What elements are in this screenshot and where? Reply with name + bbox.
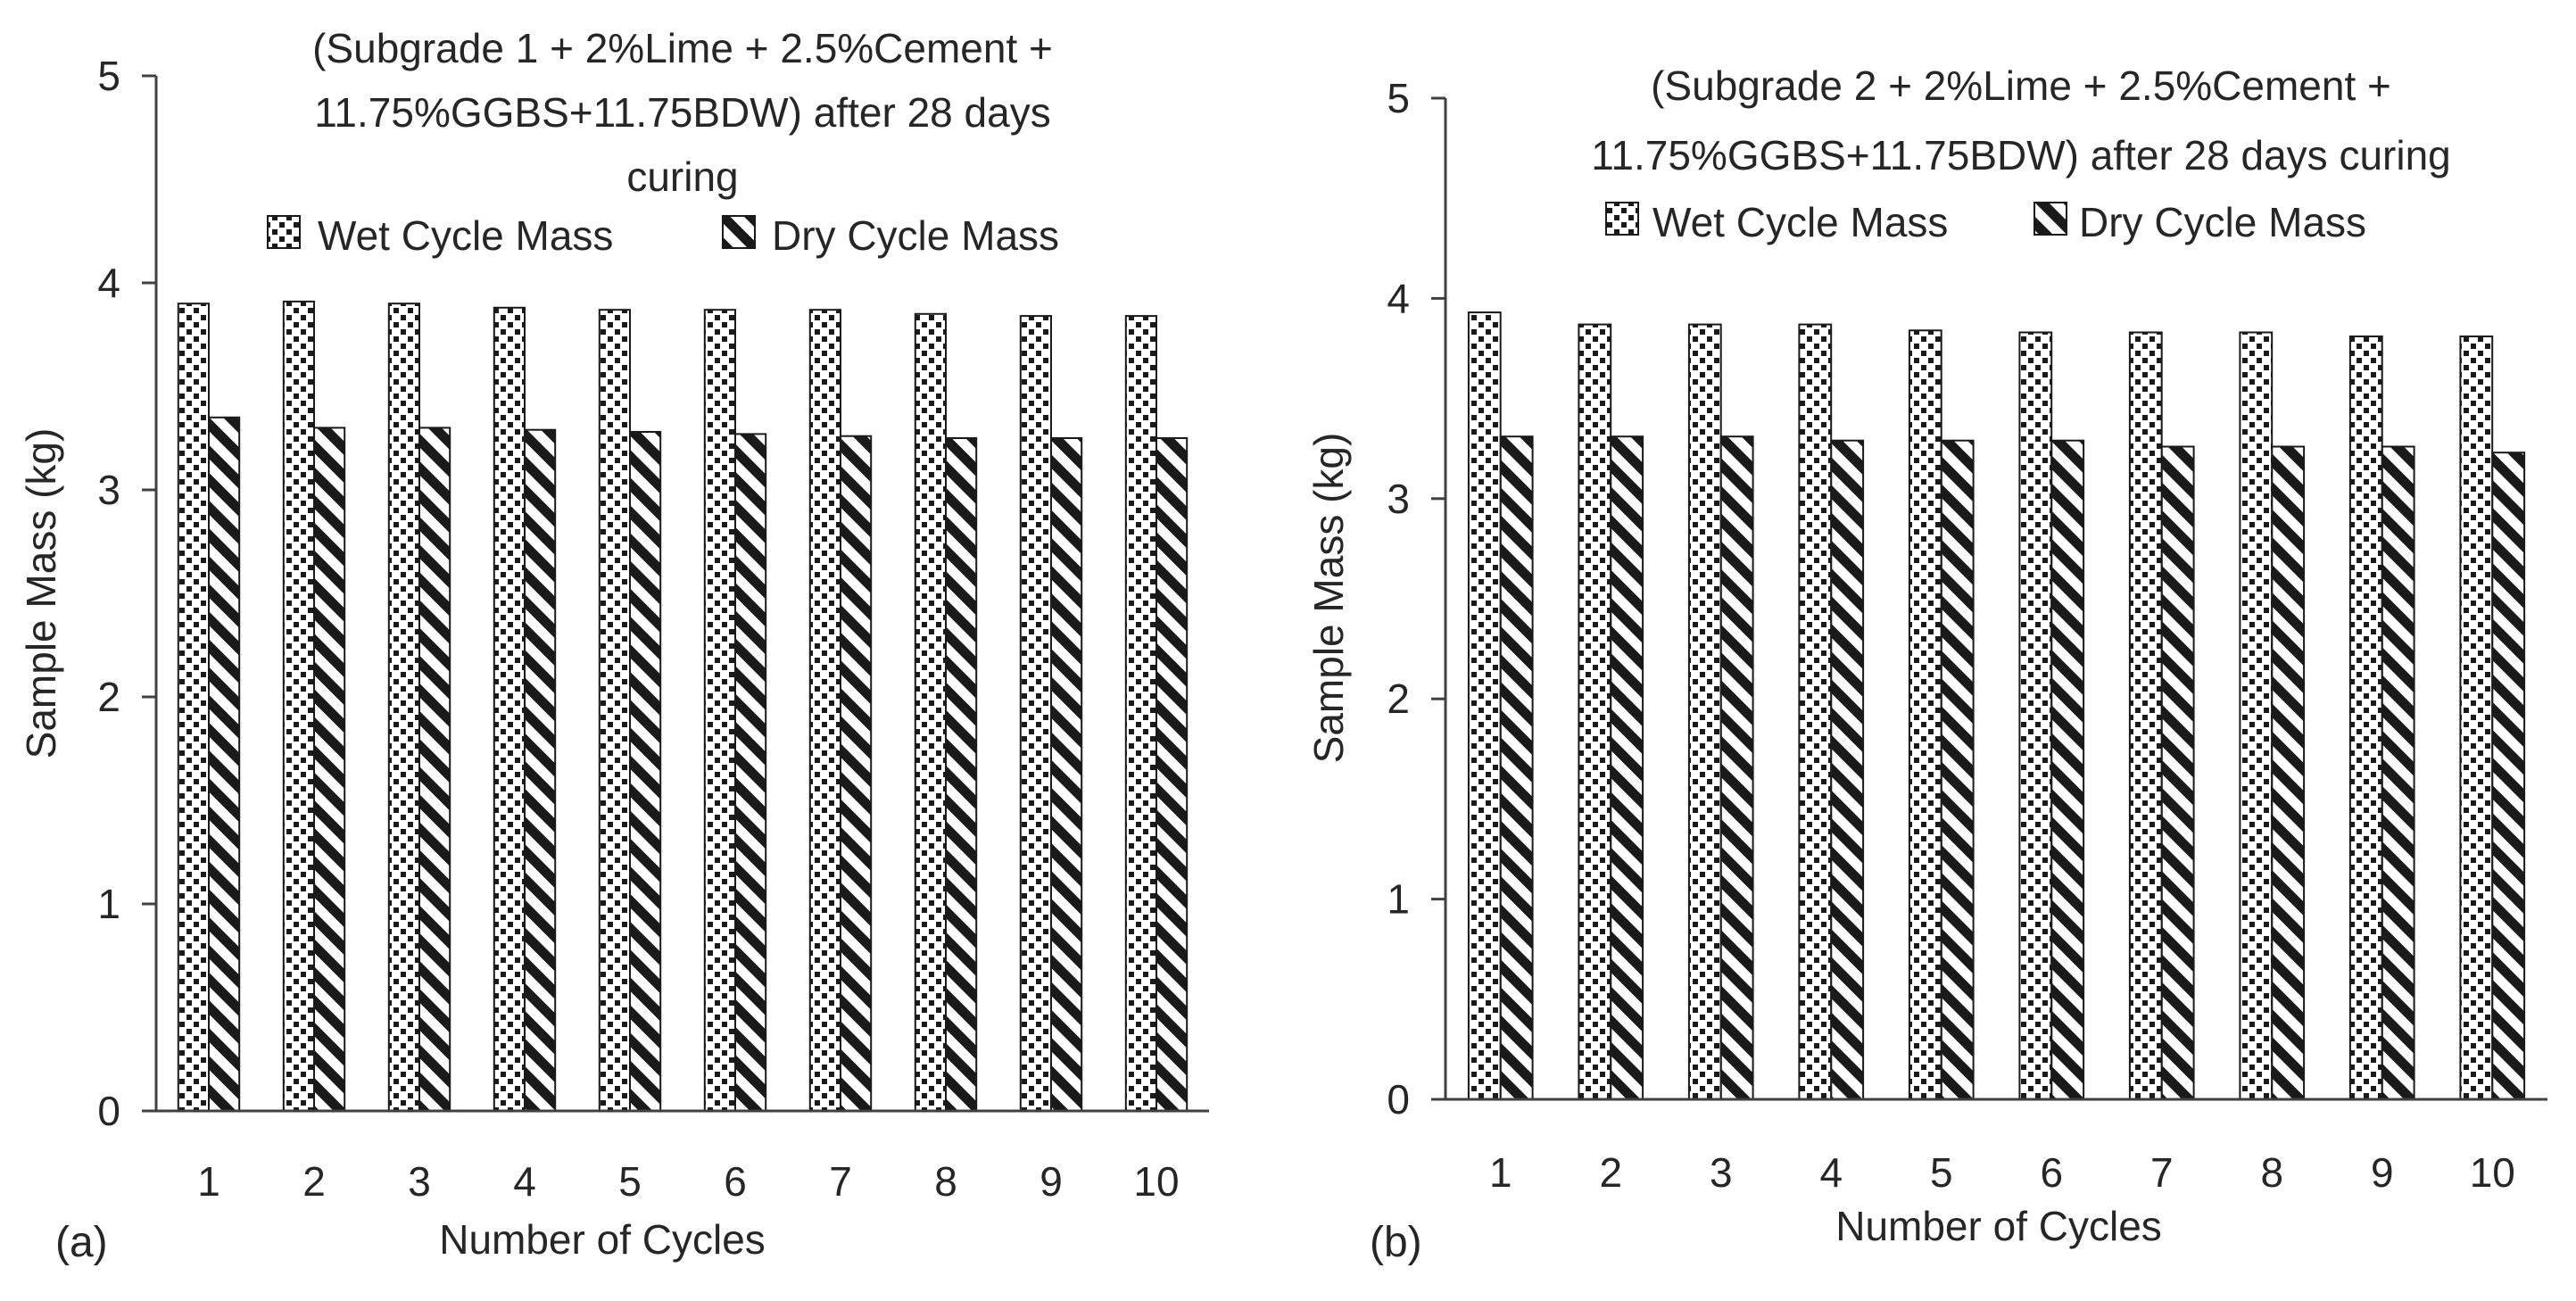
dry-bar-10	[1155, 437, 1189, 1112]
wet-bar-4	[493, 306, 526, 1112]
dry-bar-6	[2050, 439, 2085, 1100]
wet-bar-10	[2459, 336, 2494, 1100]
x-tick-label: 7	[2150, 1149, 2174, 1196]
chart-title-line: (Subgrade 2 + 2%Lime + 2.5%Cement +	[1651, 62, 2391, 109]
y-tick-label: 5	[97, 53, 120, 99]
panel-label: (b)	[1370, 1219, 1422, 1266]
dry-bar-8	[945, 437, 978, 1112]
y-tick-label: 1	[97, 881, 120, 927]
dry-bar-9	[2381, 445, 2415, 1100]
chart-panel-a: 0 1 2 3 4 5 1 2 3 4 5 6 7 8 9 10 (Subgrade 1 + 2%Lime + …	[18, 25, 1209, 1266]
x-tick-label: 3	[408, 1158, 431, 1205]
y-tick-label: 5	[1387, 75, 1410, 121]
wet-bar-8	[914, 312, 948, 1112]
chart-title-line: (Subgrade 1 + 2%Lime + 2.5%Cement +	[312, 25, 1053, 71]
wet-bar-7	[2128, 331, 2163, 1100]
y-tick-label: 2	[1387, 675, 1410, 722]
x-tick-label: 6	[2041, 1149, 2064, 1196]
wet-bar-9	[1019, 315, 1053, 1113]
dry-bar-1	[1499, 435, 1534, 1100]
legend-label-wet: Wet Cycle Mass	[318, 212, 613, 259]
wet-bar-1	[177, 302, 211, 1112]
dry-bar-6	[734, 433, 767, 1112]
chart-title-line: 11.75%GGBS+11.75BDW) after 28 days	[314, 89, 1050, 136]
dry-bar-3	[418, 427, 451, 1112]
dry-bar-5	[629, 431, 662, 1112]
dry-bar-2	[313, 427, 346, 1112]
wet-bar-6	[2018, 331, 2053, 1100]
wet-bar-2	[1578, 323, 1612, 1101]
legend-swatch-wet	[1605, 202, 1639, 236]
x-tick-label: 6	[724, 1158, 747, 1205]
dry-bar-7	[840, 435, 873, 1112]
legend-swatch-wet	[267, 215, 301, 249]
x-tick-label: 2	[302, 1158, 326, 1205]
wet-bar-3	[387, 302, 420, 1112]
wet-bar-9	[2348, 336, 2383, 1100]
y-tick-label: 3	[97, 467, 120, 513]
y-tick-label: 0	[97, 1088, 120, 1134]
legend-swatch-dry	[722, 215, 756, 249]
chart-title-line: curing	[626, 153, 738, 200]
legend-swatch-dry	[2033, 202, 2067, 236]
x-tick-label: 1	[197, 1158, 220, 1205]
dry-bar-7	[2160, 445, 2195, 1100]
x-tick-label: 7	[829, 1158, 852, 1205]
x-tick-label: 4	[513, 1158, 536, 1205]
wet-bar-2	[282, 300, 315, 1112]
x-tick-label: 1	[1489, 1149, 1512, 1196]
x-tick-label: 5	[1930, 1149, 1953, 1196]
y-tick-label: 0	[1387, 1076, 1410, 1123]
y-axis-title: Sample Mass (kg)	[18, 428, 64, 759]
dry-bar-4	[1830, 439, 1865, 1100]
x-tick-label: 10	[1133, 1158, 1179, 1205]
dry-bar-3	[1719, 435, 1754, 1100]
dry-bar-10	[2491, 452, 2526, 1100]
chart-title-line: 11.75%GGBS+11.75BDW) after 28 days curin…	[1591, 132, 2451, 178]
y-axis-title: Sample Mass (kg)	[1305, 433, 1352, 764]
legend-label-wet: Wet Cycle Mass	[1652, 199, 1948, 245]
wet-bar-10	[1124, 315, 1158, 1113]
x-tick-label: 10	[2470, 1149, 2515, 1196]
dry-bar-5	[1940, 439, 1975, 1100]
wet-bar-7	[808, 309, 841, 1112]
panel-label: (a)	[55, 1219, 108, 1266]
x-tick-label: 9	[1040, 1158, 1063, 1205]
dry-bar-2	[1610, 435, 1644, 1100]
dry-bar-4	[524, 428, 557, 1112]
x-tick-label: 5	[618, 1158, 642, 1205]
wet-bar-8	[2239, 331, 2274, 1100]
y-tick-label: 2	[97, 674, 120, 720]
x-tick-label: 8	[2261, 1149, 2284, 1196]
y-tick-label: 3	[1387, 476, 1410, 522]
legend-label-dry: Dry Cycle Mass	[2079, 199, 2366, 245]
wet-bar-1	[1467, 311, 1502, 1101]
dry-bar-1	[208, 416, 241, 1112]
wet-bar-6	[703, 309, 736, 1112]
dry-bar-8	[2271, 445, 2306, 1100]
x-axis-title: Number of Cycles	[1835, 1203, 2162, 1249]
x-axis-title: Number of Cycles	[439, 1216, 766, 1263]
wet-bar-4	[1798, 323, 1833, 1101]
x-tick-label: 3	[1710, 1149, 1733, 1196]
x-tick-label: 2	[1600, 1149, 1623, 1196]
x-tick-label: 9	[2371, 1149, 2394, 1196]
dry-bar-9	[1050, 437, 1083, 1112]
y-tick-label: 4	[97, 260, 120, 306]
wet-bar-5	[598, 309, 631, 1112]
y-tick-label: 1	[1387, 876, 1410, 923]
legend-label-dry: Dry Cycle Mass	[772, 212, 1059, 259]
x-tick-label: 4	[1820, 1149, 1843, 1196]
x-tick-label: 8	[934, 1158, 957, 1205]
wet-bar-5	[1908, 329, 1942, 1100]
y-tick-label: 4	[1387, 275, 1410, 321]
chart-panel-b: 0 1 2 3 4 5 1 2 3 4 5 6 7 8 9 10 (Subgrade 2 + 2%Lime + …	[1305, 62, 2547, 1266]
wet-bar-3	[1687, 323, 1722, 1101]
